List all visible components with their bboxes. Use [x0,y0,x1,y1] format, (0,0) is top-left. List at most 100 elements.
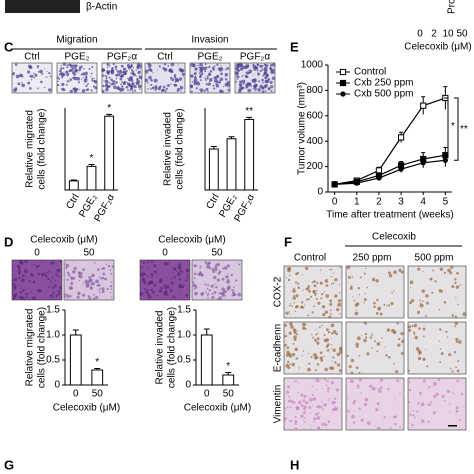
texture [379,312,383,316]
texture [331,408,335,412]
image-label: PGF₂α [107,52,137,63]
texture [72,270,76,274]
texture [308,290,311,293]
marker [442,157,448,163]
bracket [444,97,449,156]
texture [458,419,461,422]
axis [204,108,258,191]
image-label: PGE₂ [198,52,223,63]
texture [327,400,330,402]
texture [324,422,327,424]
texture [25,296,28,298]
texture [206,287,209,290]
texture [338,284,340,286]
texture [288,395,290,398]
texture [286,350,290,355]
texture [218,270,222,274]
texture [82,293,86,297]
texture [153,78,158,83]
texture [195,81,198,84]
texture [394,397,396,399]
texture [293,331,297,334]
texture [455,413,457,415]
texture [244,75,248,78]
texture [127,77,129,80]
texture [108,65,111,67]
texture [82,77,84,79]
texture [215,84,220,88]
texture [255,89,257,91]
texture [412,409,414,412]
texture [19,73,23,77]
texture [413,323,418,328]
texture [363,301,365,304]
texture [110,281,113,283]
texture [311,311,314,314]
texture [48,88,52,92]
image-label: Ctrl [24,52,40,63]
texture [350,358,355,363]
texture [308,362,311,365]
texture [241,79,246,84]
texture [300,305,304,309]
texture [330,313,332,315]
texture [49,294,53,298]
texture [129,90,131,92]
texture [289,399,293,403]
texture [57,80,59,82]
texture [238,263,241,266]
texture [332,282,335,285]
texture [306,287,310,291]
texture [332,348,336,352]
texture [347,409,350,413]
texture [451,284,455,289]
texture [204,78,207,81]
texture [255,80,258,82]
texture [58,69,62,73]
texture [456,379,460,383]
significance: ** [460,124,468,135]
texture [267,87,271,91]
texture [325,328,329,332]
texture [219,291,222,295]
texture [254,84,258,88]
texture [438,328,442,331]
texture [287,385,291,389]
texture [156,69,158,71]
texture [264,84,268,88]
texture [358,354,361,357]
texture [93,77,96,79]
texture [347,397,349,399]
texture [85,281,90,286]
texture [60,67,63,70]
texture [110,78,113,82]
texture [351,296,353,298]
texture [93,79,95,82]
texture [456,271,459,275]
texture [151,86,155,90]
error-bar [106,113,113,117]
header: Celecoxib (μM) [158,235,225,246]
texture [105,263,108,266]
texture [398,337,401,341]
texture [329,309,332,312]
texture [316,337,320,341]
texture [104,79,109,84]
texture [211,267,215,271]
texture [227,88,230,92]
texture [64,293,67,296]
texture [18,259,23,264]
texture [389,427,392,430]
texture [305,266,309,270]
texture [291,305,294,307]
texture [346,265,351,270]
texture [103,80,105,82]
texture [78,81,81,84]
texture [425,348,427,351]
legend-label: Cxb 250 ppm [354,78,413,89]
texture [324,279,329,283]
texture [297,382,299,384]
texture [329,299,333,303]
texture [407,381,411,384]
marker [332,181,338,187]
